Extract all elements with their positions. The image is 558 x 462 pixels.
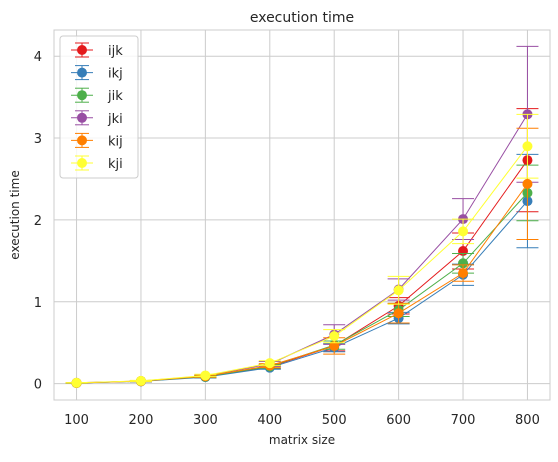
data-point xyxy=(71,377,82,388)
y-tick-label: 2 xyxy=(34,214,42,229)
chart-title: execution time xyxy=(250,10,354,26)
legend-marker xyxy=(77,112,87,123)
legend-marker xyxy=(77,67,87,78)
y-tick-label: 0 xyxy=(34,378,42,393)
x-tick-label: 100 xyxy=(64,413,89,428)
y-tick-label: 3 xyxy=(34,132,42,147)
legend-entry-ijk: ijk xyxy=(71,42,123,59)
data-point xyxy=(522,178,533,189)
x-tick-label: 800 xyxy=(515,413,540,428)
legend-label: jki xyxy=(107,112,123,127)
legend-entry-jik: jik xyxy=(71,87,123,104)
legend-marker xyxy=(77,158,87,168)
legend-entry-kji: kji xyxy=(71,155,123,172)
x-tick-label: 400 xyxy=(257,413,282,428)
y-tick-label: 1 xyxy=(34,296,42,311)
legend: ijk ikj jik jki kij kji xyxy=(59,35,139,179)
legend-entry-kij: kij xyxy=(71,132,123,149)
legend-label: jik xyxy=(107,89,123,104)
x-tick-label: 200 xyxy=(129,413,154,428)
legend-marker xyxy=(77,90,87,101)
legend-marker xyxy=(77,45,87,55)
x-tick-label: 500 xyxy=(322,413,347,428)
data-point xyxy=(329,340,340,351)
legend-entry-ikj: ikj xyxy=(71,65,123,82)
series-layer xyxy=(65,45,539,389)
legend-label: ikj xyxy=(108,67,123,82)
x-tick-label: 600 xyxy=(386,413,411,428)
y-tick-label: 4 xyxy=(34,50,42,65)
data-point xyxy=(458,258,469,269)
data-point xyxy=(393,285,404,296)
x-axis-label: matrix size xyxy=(269,433,335,447)
legend-box xyxy=(59,35,139,179)
legend-marker xyxy=(77,135,87,146)
legend-entry-jki: jki xyxy=(71,110,123,127)
legend-label: kji xyxy=(108,157,123,172)
legend-label: kij xyxy=(108,134,123,149)
y-axis-label: execution time xyxy=(8,170,22,259)
data-point xyxy=(200,370,211,381)
data-point xyxy=(135,375,146,386)
data-point xyxy=(458,268,469,279)
data-point xyxy=(522,141,533,152)
data-point xyxy=(458,226,469,237)
data-point xyxy=(329,331,340,342)
data-point xyxy=(264,358,275,369)
tick-labels: 100 200 300 400 500 600 700 800 0 1 2 3 4 xyxy=(34,50,540,428)
data-point xyxy=(393,308,404,319)
series-kji xyxy=(65,113,539,388)
x-tick-label: 300 xyxy=(193,413,218,428)
legend-label: ijk xyxy=(108,44,123,59)
x-tick-label: 700 xyxy=(451,413,476,428)
